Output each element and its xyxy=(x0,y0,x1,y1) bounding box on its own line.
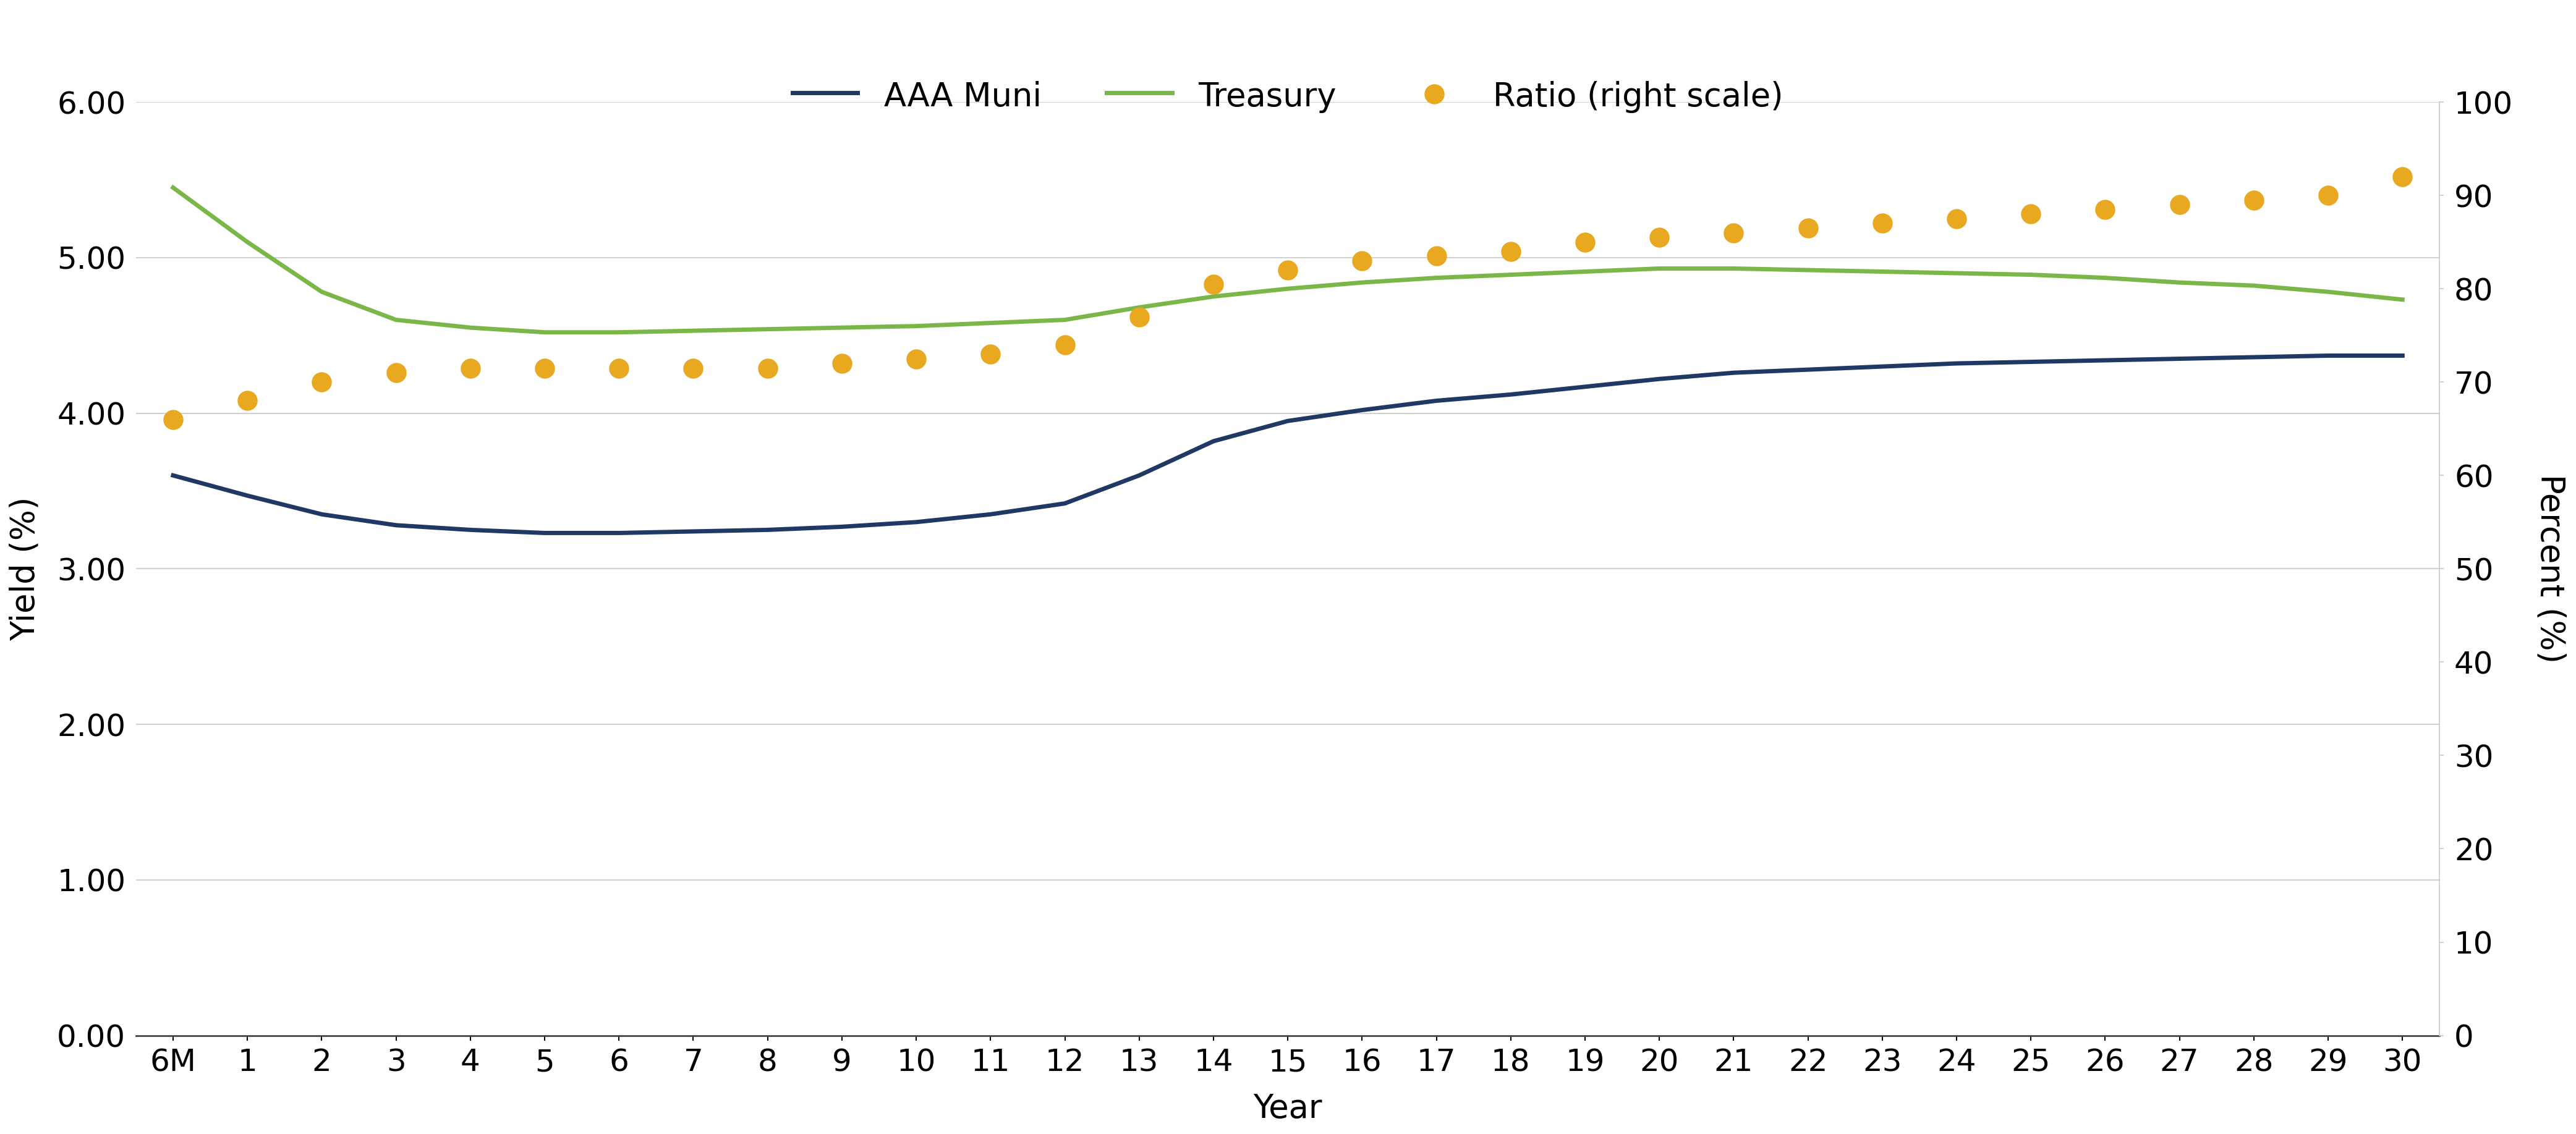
Ratio (right scale) xyxy=(598,359,639,378)
Ratio (right scale) xyxy=(1713,223,1754,242)
Treasury xyxy=(1273,282,1303,296)
AAA Muni xyxy=(2313,349,2344,363)
Treasury xyxy=(456,321,487,335)
AAA Muni xyxy=(1048,497,1079,510)
Treasury xyxy=(528,325,559,339)
Y-axis label: Yield (%): Yield (%) xyxy=(10,497,41,641)
Treasury xyxy=(2164,276,2195,289)
Treasury xyxy=(902,320,933,333)
Treasury xyxy=(307,285,337,298)
Ratio (right scale) xyxy=(2084,201,2125,219)
Ratio (right scale) xyxy=(2383,168,2424,186)
Ratio (right scale) xyxy=(1193,276,1234,294)
AAA Muni xyxy=(1273,414,1303,428)
AAA Muni xyxy=(1422,393,1453,407)
Treasury xyxy=(1569,265,1600,279)
Ratio (right scale) xyxy=(376,364,417,382)
Ratio (right scale) xyxy=(672,359,714,378)
AAA Muni xyxy=(1123,468,1154,482)
Ratio (right scale) xyxy=(822,354,863,372)
Ratio (right scale) xyxy=(1043,336,1084,354)
AAA Muni xyxy=(1718,366,1749,380)
Y-axis label: Percent (%): Percent (%) xyxy=(2535,474,2566,663)
AAA Muni xyxy=(2388,349,2419,363)
Treasury xyxy=(381,313,412,327)
Ratio (right scale) xyxy=(523,359,564,378)
AAA Muni xyxy=(677,525,708,539)
Ratio (right scale) xyxy=(2233,191,2275,209)
Treasury xyxy=(1347,276,1378,289)
Ratio (right scale) xyxy=(1564,232,1605,251)
Ratio (right scale) xyxy=(1489,243,1530,261)
Ratio (right scale) xyxy=(1788,219,1829,237)
Ratio (right scale) xyxy=(1638,228,1680,246)
Treasury xyxy=(232,235,263,248)
AAA Muni xyxy=(1198,434,1229,448)
Treasury xyxy=(2313,285,2344,298)
Ratio (right scale) xyxy=(1267,261,1309,279)
AAA Muni xyxy=(157,468,188,482)
AAA Muni xyxy=(1942,356,1973,370)
AAA Muni xyxy=(603,526,634,540)
AAA Muni xyxy=(381,518,412,532)
AAA Muni xyxy=(976,508,1007,522)
Treasury xyxy=(2239,279,2269,293)
Treasury xyxy=(1793,263,1824,277)
Treasury xyxy=(157,180,188,194)
Ratio (right scale) xyxy=(2009,205,2050,223)
X-axis label: Year: Year xyxy=(1255,1092,1321,1125)
Treasury xyxy=(752,322,783,336)
Ratio (right scale) xyxy=(1342,252,1383,270)
AAA Muni xyxy=(307,508,337,522)
Treasury xyxy=(603,325,634,339)
Ratio (right scale) xyxy=(1937,210,1978,228)
Treasury xyxy=(827,321,858,335)
Treasury xyxy=(1868,265,1899,279)
AAA Muni xyxy=(528,526,559,540)
AAA Muni xyxy=(902,515,933,528)
Treasury xyxy=(1643,262,1674,276)
Ratio (right scale) xyxy=(2159,196,2200,214)
Line: AAA Muni: AAA Muni xyxy=(173,356,2403,533)
Ratio (right scale) xyxy=(971,345,1012,363)
AAA Muni xyxy=(232,489,263,502)
Ratio (right scale) xyxy=(451,359,492,378)
Ratio (right scale) xyxy=(1862,214,1904,232)
Line: Treasury: Treasury xyxy=(173,187,2403,332)
AAA Muni xyxy=(456,523,487,536)
Treasury xyxy=(1123,301,1154,314)
Treasury xyxy=(1942,266,1973,280)
Treasury xyxy=(976,316,1007,330)
Ratio (right scale) xyxy=(747,359,788,378)
Treasury xyxy=(1048,313,1079,327)
Treasury xyxy=(1198,289,1229,303)
AAA Muni xyxy=(2164,352,2195,365)
AAA Muni xyxy=(2014,355,2045,369)
AAA Muni xyxy=(827,521,858,534)
Treasury xyxy=(1718,262,1749,276)
AAA Muni xyxy=(2089,354,2120,367)
Treasury xyxy=(1422,271,1453,285)
Ratio (right scale) xyxy=(1118,307,1159,325)
Ratio (right scale) xyxy=(1417,247,1458,265)
AAA Muni xyxy=(1643,372,1674,386)
AAA Muni xyxy=(752,523,783,536)
AAA Muni xyxy=(1868,359,1899,373)
AAA Muni xyxy=(1793,363,1824,376)
AAA Muni xyxy=(2239,350,2269,364)
Legend: AAA Muni, Treasury, Ratio (right scale): AAA Muni, Treasury, Ratio (right scale) xyxy=(775,62,1801,129)
Ratio (right scale) xyxy=(2308,186,2349,204)
AAA Muni xyxy=(1569,380,1600,393)
Ratio (right scale) xyxy=(152,411,193,429)
Treasury xyxy=(2014,268,2045,281)
Ratio (right scale) xyxy=(896,349,938,367)
AAA Muni xyxy=(1347,404,1378,417)
Ratio (right scale) xyxy=(227,391,268,409)
AAA Muni xyxy=(1494,388,1525,401)
Ratio (right scale) xyxy=(301,373,343,391)
Treasury xyxy=(2388,293,2419,306)
Treasury xyxy=(1494,268,1525,281)
Treasury xyxy=(2089,271,2120,285)
Treasury xyxy=(677,324,708,338)
